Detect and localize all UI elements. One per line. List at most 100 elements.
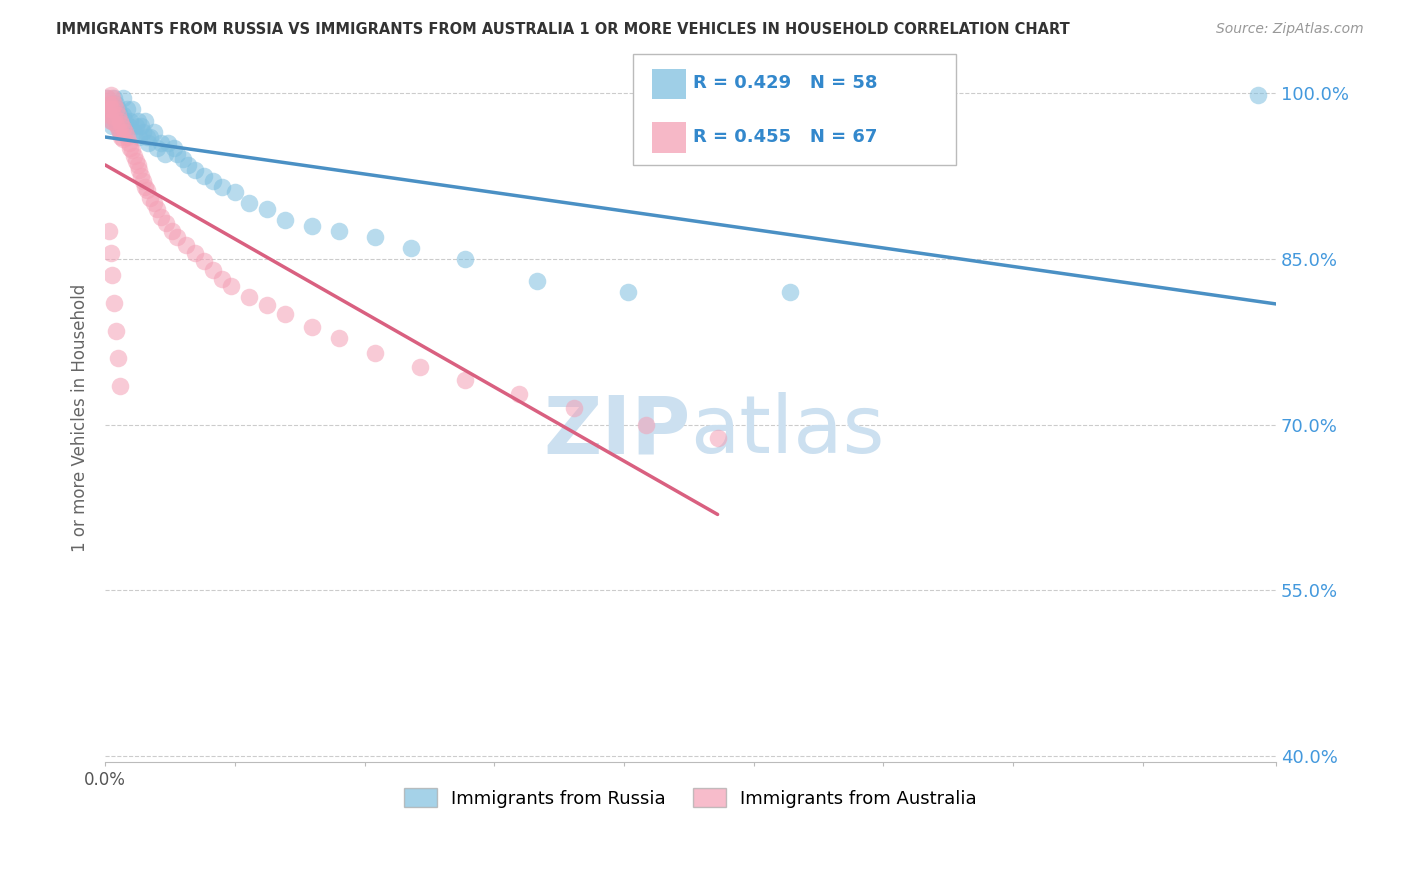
Point — [103, 91, 125, 105]
Legend: Immigrants from Russia, Immigrants from Australia: Immigrants from Russia, Immigrants from … — [398, 780, 984, 814]
Point — [135, 183, 157, 197]
Point — [132, 125, 155, 139]
Point — [221, 279, 243, 293]
Point — [100, 88, 122, 103]
Point — [139, 191, 162, 205]
Point — [112, 91, 135, 105]
Point — [364, 229, 387, 244]
Point — [120, 113, 142, 128]
Point — [105, 113, 128, 128]
Point — [409, 360, 432, 375]
Point — [103, 97, 125, 112]
Point — [101, 103, 124, 117]
Point — [132, 174, 155, 188]
Point — [779, 285, 801, 299]
Point — [163, 141, 186, 155]
Point — [562, 401, 585, 415]
Point — [134, 113, 156, 128]
Point — [121, 144, 143, 158]
Point — [454, 252, 477, 266]
Point — [139, 130, 162, 145]
Point — [101, 91, 124, 105]
Point — [97, 103, 120, 117]
Point — [100, 113, 122, 128]
Point — [96, 103, 118, 117]
Point — [115, 103, 138, 117]
Point — [108, 108, 131, 122]
Point — [107, 108, 129, 122]
Point — [274, 307, 297, 321]
Point — [150, 210, 173, 224]
Text: R = 0.429   N = 58: R = 0.429 N = 58 — [693, 74, 877, 92]
Point — [97, 97, 120, 112]
Point — [105, 117, 128, 131]
Point — [634, 417, 657, 432]
Point — [193, 254, 215, 268]
Point — [202, 262, 225, 277]
Point — [101, 113, 124, 128]
Point — [112, 108, 135, 122]
Point — [256, 298, 278, 312]
Point — [108, 379, 131, 393]
Text: R = 0.455   N = 67: R = 0.455 N = 67 — [693, 128, 877, 146]
Point — [224, 186, 246, 200]
Point — [364, 345, 387, 359]
Point — [129, 169, 152, 183]
Point — [108, 113, 131, 128]
Point — [103, 296, 125, 310]
Point — [128, 163, 150, 178]
Point — [138, 136, 160, 150]
Point — [117, 136, 139, 150]
Point — [103, 110, 125, 124]
Point — [153, 146, 176, 161]
Point — [129, 119, 152, 133]
Point — [117, 119, 139, 133]
Point — [155, 216, 177, 230]
Point — [127, 158, 149, 172]
Point — [101, 268, 124, 283]
Point — [112, 121, 135, 136]
Text: IMMIGRANTS FROM RUSSIA VS IMMIGRANTS FROM AUSTRALIA 1 OR MORE VEHICLES IN HOUSEH: IMMIGRANTS FROM RUSSIA VS IMMIGRANTS FRO… — [56, 22, 1070, 37]
Point — [526, 274, 548, 288]
Point — [120, 141, 142, 155]
Point — [122, 125, 145, 139]
Point — [328, 224, 350, 238]
Point — [142, 196, 165, 211]
Point — [114, 113, 136, 128]
Point — [96, 91, 118, 105]
Point — [166, 146, 188, 161]
Point — [256, 202, 278, 216]
Point — [401, 241, 423, 255]
Point — [166, 229, 188, 244]
Point — [114, 125, 136, 139]
Point — [107, 103, 129, 117]
Point — [125, 119, 148, 133]
Point — [146, 141, 169, 155]
Point — [108, 125, 131, 139]
Point — [211, 179, 233, 194]
Point — [706, 431, 728, 445]
Point — [107, 121, 129, 136]
Point — [125, 154, 148, 169]
Point — [193, 169, 215, 183]
Point — [121, 103, 143, 117]
Point — [301, 219, 323, 233]
Point — [100, 103, 122, 117]
Text: Source: ZipAtlas.com: Source: ZipAtlas.com — [1216, 22, 1364, 37]
Point — [115, 130, 138, 145]
Point — [172, 152, 194, 166]
Point — [454, 373, 477, 387]
Point — [110, 130, 132, 145]
Point — [103, 108, 125, 122]
Point — [146, 202, 169, 216]
Point — [508, 386, 530, 401]
Point — [328, 331, 350, 345]
Point — [100, 246, 122, 260]
Point — [101, 119, 124, 133]
Point — [96, 91, 118, 105]
Point — [238, 290, 260, 304]
Point — [122, 149, 145, 163]
Point — [112, 132, 135, 146]
Point — [202, 174, 225, 188]
Point — [105, 103, 128, 117]
